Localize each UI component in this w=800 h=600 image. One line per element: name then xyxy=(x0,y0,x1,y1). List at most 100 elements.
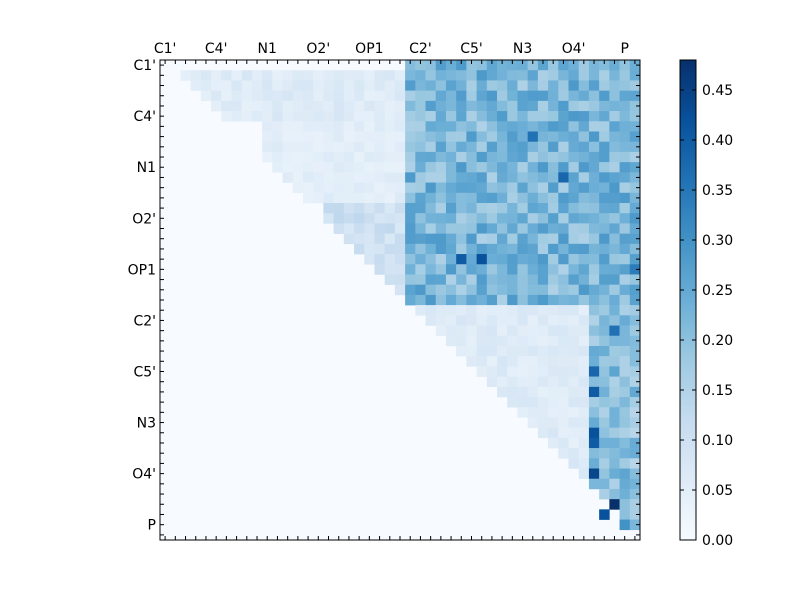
heatmap-cell xyxy=(425,151,437,163)
heatmap-cell xyxy=(609,488,620,500)
heatmap-cell xyxy=(578,407,590,418)
heatmap-cell xyxy=(333,90,345,102)
heatmap-cell xyxy=(486,80,498,91)
heatmap-cell xyxy=(599,90,610,102)
heatmap-cell xyxy=(548,172,559,183)
heatmap-cell xyxy=(517,213,528,224)
heatmap-cell xyxy=(629,151,641,163)
colorbar-tick-label: 0.30 xyxy=(702,233,733,249)
heatmap-cell xyxy=(374,70,385,81)
heatmap-cell xyxy=(292,131,304,142)
heatmap-cell xyxy=(517,264,528,275)
heatmap-cell xyxy=(548,437,559,449)
heatmap-cell xyxy=(527,162,539,173)
heatmap-cell xyxy=(619,162,631,173)
heatmap-cell xyxy=(588,254,600,265)
heatmap-cell xyxy=(445,233,457,245)
heatmap-cell xyxy=(262,111,273,122)
heatmap-cell xyxy=(568,397,580,408)
heatmap-cell xyxy=(548,264,559,275)
heatmap-cell xyxy=(486,162,498,173)
heatmap-cell xyxy=(343,172,355,183)
heatmap-cell xyxy=(486,192,498,204)
heatmap-cell xyxy=(354,243,365,255)
heatmap-cell xyxy=(486,294,498,306)
heatmap-cell xyxy=(445,213,457,224)
heatmap-cell xyxy=(292,162,304,173)
heatmap-cell xyxy=(405,202,416,214)
heatmap-cell xyxy=(578,335,590,347)
heatmap-cell xyxy=(619,264,631,275)
heatmap-cell xyxy=(599,182,610,194)
heatmap-cell xyxy=(558,243,569,255)
heatmap-cell xyxy=(374,151,385,163)
heatmap-cell xyxy=(527,80,539,91)
heatmap-cell xyxy=(517,182,528,194)
heatmap-cell xyxy=(323,131,334,142)
heatmap-cell xyxy=(364,80,375,91)
heatmap-cell xyxy=(609,356,620,367)
heatmap-cell xyxy=(364,254,375,265)
heatmap-cell xyxy=(445,335,457,347)
heatmap-cell xyxy=(435,121,447,132)
heatmap-cell xyxy=(527,100,539,112)
heatmap-cell xyxy=(425,315,437,326)
heatmap-cell xyxy=(343,90,355,102)
heatmap-cell xyxy=(527,192,539,204)
heatmap-cell xyxy=(466,264,477,275)
heatmap-cell xyxy=(599,427,610,439)
heatmap-cell xyxy=(497,233,508,245)
heatmap-cell xyxy=(476,121,488,132)
heatmap-cell xyxy=(599,172,610,183)
heatmap-cell xyxy=(588,213,600,224)
heatmap-cell xyxy=(302,70,314,81)
heatmap-cell xyxy=(588,80,600,91)
heatmap-cell xyxy=(537,345,549,357)
heatmap-cell xyxy=(272,141,283,153)
heatmap-cell xyxy=(425,80,437,91)
heatmap-cell xyxy=(394,264,406,275)
heatmap-cell xyxy=(609,366,620,377)
heatmap-cell xyxy=(262,141,273,153)
heatmap-cell xyxy=(548,100,559,112)
heatmap-cell xyxy=(619,397,631,408)
heatmap-cell xyxy=(486,202,498,214)
heatmap-cell xyxy=(292,141,304,153)
heatmap-cell xyxy=(476,131,488,142)
heatmap-cell xyxy=(333,111,345,122)
heatmap-cell xyxy=(629,192,641,204)
heatmap-cell xyxy=(302,182,314,194)
x-tick-label: O2' xyxy=(306,41,330,57)
heatmap-cell xyxy=(272,90,283,102)
heatmap-cell xyxy=(527,294,539,306)
heatmap-cell xyxy=(548,182,559,194)
heatmap-cell xyxy=(476,284,488,296)
heatmap-cell xyxy=(548,80,559,91)
heatmap-cell xyxy=(343,182,355,194)
heatmap-cell xyxy=(272,151,283,163)
heatmap-cell xyxy=(486,274,498,285)
heatmap-cell xyxy=(629,325,641,337)
heatmap-cell xyxy=(629,448,641,459)
heatmap-cell xyxy=(425,254,437,265)
heatmap-cell xyxy=(497,202,508,214)
heatmap-cell xyxy=(405,233,416,245)
heatmap-cell xyxy=(292,151,304,163)
heatmap-cell xyxy=(445,192,457,204)
heatmap-cell xyxy=(476,111,488,122)
heatmap-cell xyxy=(466,162,477,173)
heatmap-cell xyxy=(629,315,641,326)
heatmap-cell xyxy=(609,254,620,265)
heatmap-cell xyxy=(558,151,569,163)
heatmap-cell xyxy=(302,131,314,142)
heatmap-cell xyxy=(405,141,416,153)
heatmap-cell xyxy=(425,90,437,102)
heatmap-cell xyxy=(537,111,549,122)
heatmap-cell xyxy=(527,243,539,255)
heatmap-cell xyxy=(415,151,426,163)
heatmap-cell xyxy=(405,274,416,285)
heatmap-cell xyxy=(486,182,498,194)
heatmap-cell xyxy=(599,417,610,428)
heatmap-cell xyxy=(292,182,304,194)
heatmap-cell xyxy=(619,366,631,377)
